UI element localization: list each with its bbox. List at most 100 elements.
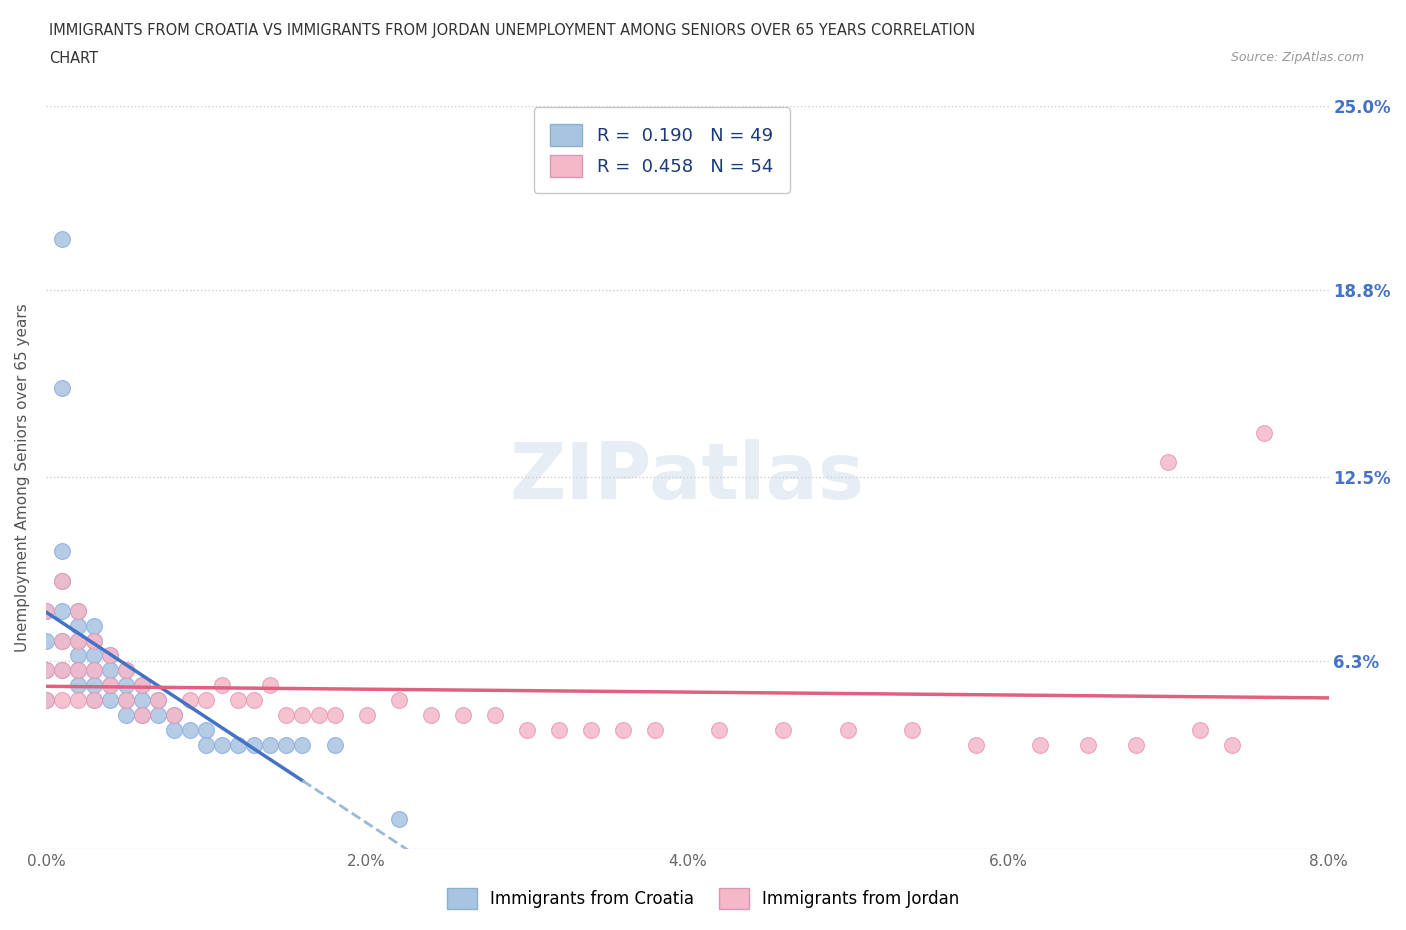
- Point: [548, 723, 571, 737]
- Legend: Immigrants from Croatia, Immigrants from Jordan: Immigrants from Croatia, Immigrants from…: [439, 880, 967, 917]
- Point: [67, 633, 90, 648]
- Y-axis label: Unemployment Among Seniors over 65 years: Unemployment Among Seniors over 65 years: [15, 303, 30, 652]
- Point: [51, 633, 73, 648]
- Point: [67, 618, 90, 633]
- Point: [195, 693, 218, 708]
- Point: [1157, 455, 1180, 470]
- Point: [98, 678, 121, 693]
- Point: [965, 737, 987, 752]
- Point: [163, 723, 186, 737]
- Point: [115, 678, 138, 693]
- Point: [772, 723, 794, 737]
- Point: [35, 633, 58, 648]
- Point: [51, 574, 73, 589]
- Point: [51, 663, 73, 678]
- Point: [98, 648, 121, 663]
- Point: [115, 693, 138, 708]
- Point: [83, 678, 105, 693]
- Point: [98, 693, 121, 708]
- Point: [163, 708, 186, 723]
- Point: [51, 544, 73, 559]
- Point: [388, 693, 411, 708]
- Point: [148, 693, 170, 708]
- Point: [228, 737, 250, 752]
- Point: [1077, 737, 1099, 752]
- Point: [308, 708, 330, 723]
- Point: [115, 663, 138, 678]
- Point: [644, 723, 666, 737]
- Point: [83, 618, 105, 633]
- Point: [51, 604, 73, 618]
- Point: [484, 708, 506, 723]
- Point: [35, 604, 58, 618]
- Point: [67, 648, 90, 663]
- Point: [131, 708, 153, 723]
- Point: [67, 663, 90, 678]
- Point: [35, 693, 58, 708]
- Point: [98, 648, 121, 663]
- Point: [115, 663, 138, 678]
- Point: [51, 633, 73, 648]
- Point: [35, 663, 58, 678]
- Point: [83, 663, 105, 678]
- Point: [148, 708, 170, 723]
- Point: [195, 737, 218, 752]
- Point: [323, 708, 346, 723]
- Point: [83, 633, 105, 648]
- Point: [67, 678, 90, 693]
- Point: [131, 693, 153, 708]
- Point: [67, 604, 90, 618]
- Point: [211, 737, 233, 752]
- Point: [35, 604, 58, 618]
- Point: [259, 737, 281, 752]
- Point: [98, 663, 121, 678]
- Legend: R =  0.190   N = 49, R =  0.458   N = 54: R = 0.190 N = 49, R = 0.458 N = 54: [534, 107, 790, 193]
- Point: [179, 723, 201, 737]
- Point: [67, 604, 90, 618]
- Point: [1029, 737, 1052, 752]
- Text: ZIPatlas: ZIPatlas: [510, 439, 865, 515]
- Point: [83, 693, 105, 708]
- Text: IMMIGRANTS FROM CROATIA VS IMMIGRANTS FROM JORDAN UNEMPLOYMENT AMONG SENIORS OVE: IMMIGRANTS FROM CROATIA VS IMMIGRANTS FR…: [49, 23, 976, 38]
- Point: [51, 663, 73, 678]
- Point: [131, 678, 153, 693]
- Point: [276, 708, 298, 723]
- Point: [243, 693, 266, 708]
- Point: [67, 633, 90, 648]
- Point: [709, 723, 731, 737]
- Point: [51, 380, 73, 395]
- Point: [131, 708, 153, 723]
- Point: [148, 693, 170, 708]
- Point: [1253, 425, 1275, 440]
- Point: [276, 737, 298, 752]
- Point: [51, 693, 73, 708]
- Point: [67, 693, 90, 708]
- Point: [83, 633, 105, 648]
- Point: [900, 723, 922, 737]
- Point: [83, 663, 105, 678]
- Text: Source: ZipAtlas.com: Source: ZipAtlas.com: [1230, 51, 1364, 64]
- Point: [259, 678, 281, 693]
- Point: [115, 708, 138, 723]
- Point: [195, 723, 218, 737]
- Point: [1125, 737, 1147, 752]
- Point: [211, 678, 233, 693]
- Point: [98, 678, 121, 693]
- Point: [419, 708, 441, 723]
- Point: [131, 678, 153, 693]
- Point: [163, 708, 186, 723]
- Point: [291, 737, 314, 752]
- Point: [179, 693, 201, 708]
- Point: [35, 693, 58, 708]
- Point: [516, 723, 538, 737]
- Point: [451, 708, 474, 723]
- Point: [228, 693, 250, 708]
- Point: [837, 723, 859, 737]
- Point: [612, 723, 634, 737]
- Point: [51, 574, 73, 589]
- Point: [83, 693, 105, 708]
- Point: [243, 737, 266, 752]
- Point: [323, 737, 346, 752]
- Point: [579, 723, 602, 737]
- Point: [83, 648, 105, 663]
